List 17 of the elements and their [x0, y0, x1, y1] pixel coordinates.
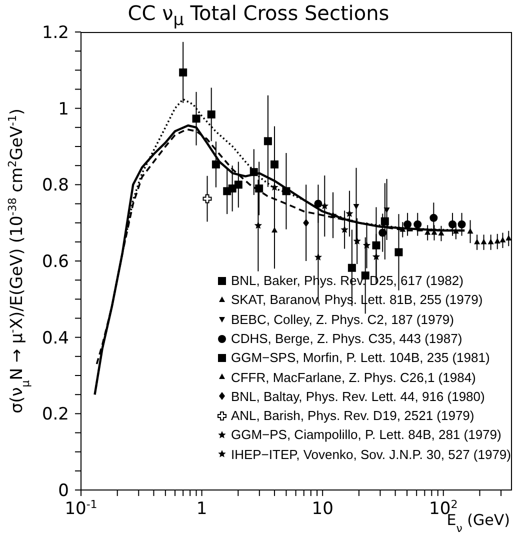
legend-label: BEBC, Colley, Z. Phys. C2, 187 (1979)	[230, 310, 454, 329]
legend-label: CFFR, MacFarlane, Z. Phys. C26,1 (1984)	[230, 368, 476, 387]
legend-label: CDHS, Berge, Z. Phys. C35, 443 (1987)	[230, 330, 462, 348]
legend-label: ANL, Barish, Phys. Rev. D19, 2521 (1979)	[230, 407, 474, 426]
y-tick-label: 0.4	[42, 328, 69, 348]
legend-label: GGM−PS, Ciampolillo, P. Lett. 84B, 281 (1979)	[230, 426, 502, 444]
legend-label: IHEP−ITEP, Vovenko, Sov. J.N.P. 30, 527 (1979)	[230, 446, 511, 464]
y-tick-label: 0.6	[42, 252, 69, 272]
x-tick-label: 10	[312, 499, 334, 519]
y-tick-label: 1.2	[42, 23, 69, 43]
legend-label: BNL, Baltay, Phys. Rev. Lett. 44, 916 (1980)	[230, 388, 485, 406]
legend-label: GGM−SPS, Morfin, P. Lett. 104B, 235 (1981)	[230, 349, 490, 368]
y-tick-label: 1	[58, 99, 69, 120]
chart-title: CC ν$_{μ}$ Total Cross Sections	[126, 0, 390, 29]
y-tick-label: 0.2	[42, 404, 69, 425]
y-tick-label: 0.8	[42, 176, 69, 196]
x-tick-label: 1	[196, 499, 208, 519]
